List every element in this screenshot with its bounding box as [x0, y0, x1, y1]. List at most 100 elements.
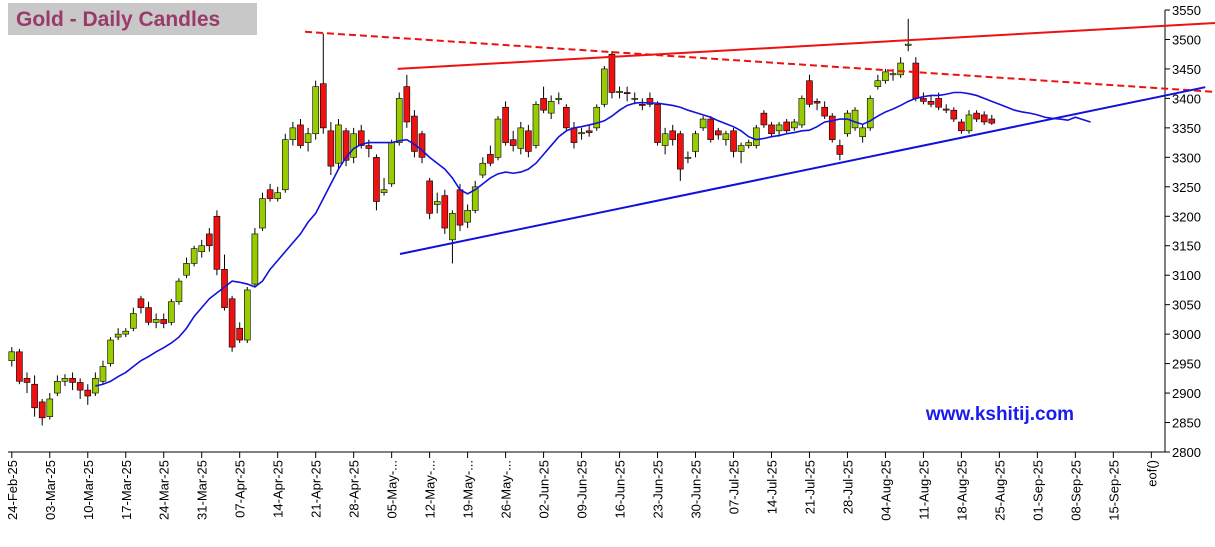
candle-body	[456, 189, 464, 226]
candle-body	[502, 106, 509, 143]
candle-body	[639, 103, 646, 106]
candle-body	[426, 180, 433, 214]
moving-average	[95, 91, 1091, 387]
candle-body	[236, 327, 244, 341]
annotation: www.kshitij.com	[925, 404, 1074, 425]
candle-body	[23, 378, 31, 383]
candle-body	[403, 86, 411, 123]
trendline	[399, 86, 1206, 255]
candle-body	[669, 130, 677, 140]
candle-body	[365, 145, 373, 149]
x-tick-label: eof()	[1144, 460, 1159, 487]
candle-body	[707, 118, 715, 140]
candle-body	[828, 115, 836, 140]
candle-body	[897, 62, 904, 76]
candle-body	[631, 98, 639, 100]
x-tick-label: 09-Jun-25	[575, 460, 590, 519]
candle-body	[525, 130, 532, 152]
x-tick-label: 14-Apr-25	[271, 460, 286, 518]
candle-body	[509, 139, 517, 146]
x-tick-label: 19-May-...	[461, 460, 476, 519]
candle-body	[76, 382, 84, 391]
candle-body	[61, 378, 69, 382]
candle-body	[555, 98, 563, 100]
candle-body	[608, 53, 616, 93]
candle-body	[441, 195, 449, 229]
x-tick-label: 10-Mar-25	[81, 460, 96, 520]
candle-body	[699, 118, 707, 129]
y-tick-label: 3450	[1172, 62, 1201, 77]
candle-body	[790, 121, 798, 129]
candle-body	[206, 233, 213, 247]
candle-body	[958, 121, 965, 132]
candle-body	[319, 83, 327, 129]
candle-body	[449, 213, 456, 241]
candle-body	[570, 127, 578, 143]
candle-body	[251, 233, 259, 285]
candle-body	[175, 280, 183, 303]
x-tick-label: 07-Apr-25	[233, 460, 248, 518]
candle-body	[585, 130, 593, 133]
x-tick-label: 18-Aug-25	[954, 460, 969, 521]
candle-body	[395, 98, 403, 143]
candle-body	[844, 112, 851, 135]
candle-body	[350, 133, 357, 158]
y-tick-label: 3100	[1172, 268, 1201, 283]
candle-body	[198, 245, 206, 252]
candle-body	[464, 210, 471, 223]
candle-body	[866, 98, 874, 129]
candle-body	[836, 145, 844, 155]
x-tick-label: 02-Jun-25	[537, 460, 552, 519]
x-tick-label: 21-Apr-25	[309, 460, 324, 518]
candle-body	[38, 401, 46, 419]
candle-body	[190, 248, 198, 264]
candle-body	[433, 201, 441, 205]
candle-body	[213, 215, 221, 270]
x-tick-label: 26-May-...	[499, 460, 514, 519]
candle-body	[935, 98, 942, 108]
candle-body	[335, 124, 342, 164]
candle-body	[547, 101, 555, 114]
x-tick-label: 04-Aug-25	[878, 460, 893, 521]
candle-body	[532, 103, 540, 146]
trendline	[397, 21, 1215, 70]
candle-body	[228, 298, 236, 348]
candle-body	[327, 130, 335, 167]
x-tick-label: 28-Apr-25	[347, 460, 362, 518]
chart-title: Gold - Daily Candles	[16, 8, 220, 31]
x-tick-label: 24-Mar-25	[157, 460, 172, 520]
candle-body	[851, 109, 859, 129]
candle-body	[768, 124, 775, 135]
candle-body	[760, 112, 768, 126]
candle-body	[988, 118, 996, 124]
x-tick-label: 07-Jul-25	[726, 460, 741, 514]
candle-body	[874, 80, 882, 87]
y-tick-label: 3050	[1172, 298, 1201, 313]
candle-body	[418, 133, 426, 158]
candle-body	[274, 192, 281, 199]
candle-body	[388, 142, 395, 185]
candle-body	[479, 162, 487, 176]
candle-body	[183, 263, 190, 276]
candle-body	[593, 106, 601, 129]
trendline	[304, 30, 1215, 93]
x-tick-label: 25-Aug-25	[992, 460, 1007, 521]
candle-body	[654, 103, 661, 143]
candle-body	[266, 189, 274, 199]
y-tick-label: 2950	[1172, 357, 1201, 372]
candle-body	[54, 380, 61, 394]
x-tick-label: 31-Mar-25	[195, 460, 210, 520]
candle-body	[882, 71, 889, 82]
y-tick-label: 3500	[1172, 32, 1201, 47]
candle-body	[540, 98, 547, 111]
candle-body	[927, 101, 935, 105]
candle-body	[722, 133, 730, 140]
x-tick-label: 30-Jun-25	[689, 460, 704, 519]
candle-body	[684, 157, 692, 159]
x-tick-label: 12-May-...	[423, 460, 438, 519]
candle-body	[312, 86, 319, 135]
candle-body	[775, 124, 783, 132]
candle-body	[692, 133, 699, 152]
y-tick-label: 3000	[1172, 327, 1201, 342]
x-tick-label: 03-Mar-25	[43, 460, 58, 520]
